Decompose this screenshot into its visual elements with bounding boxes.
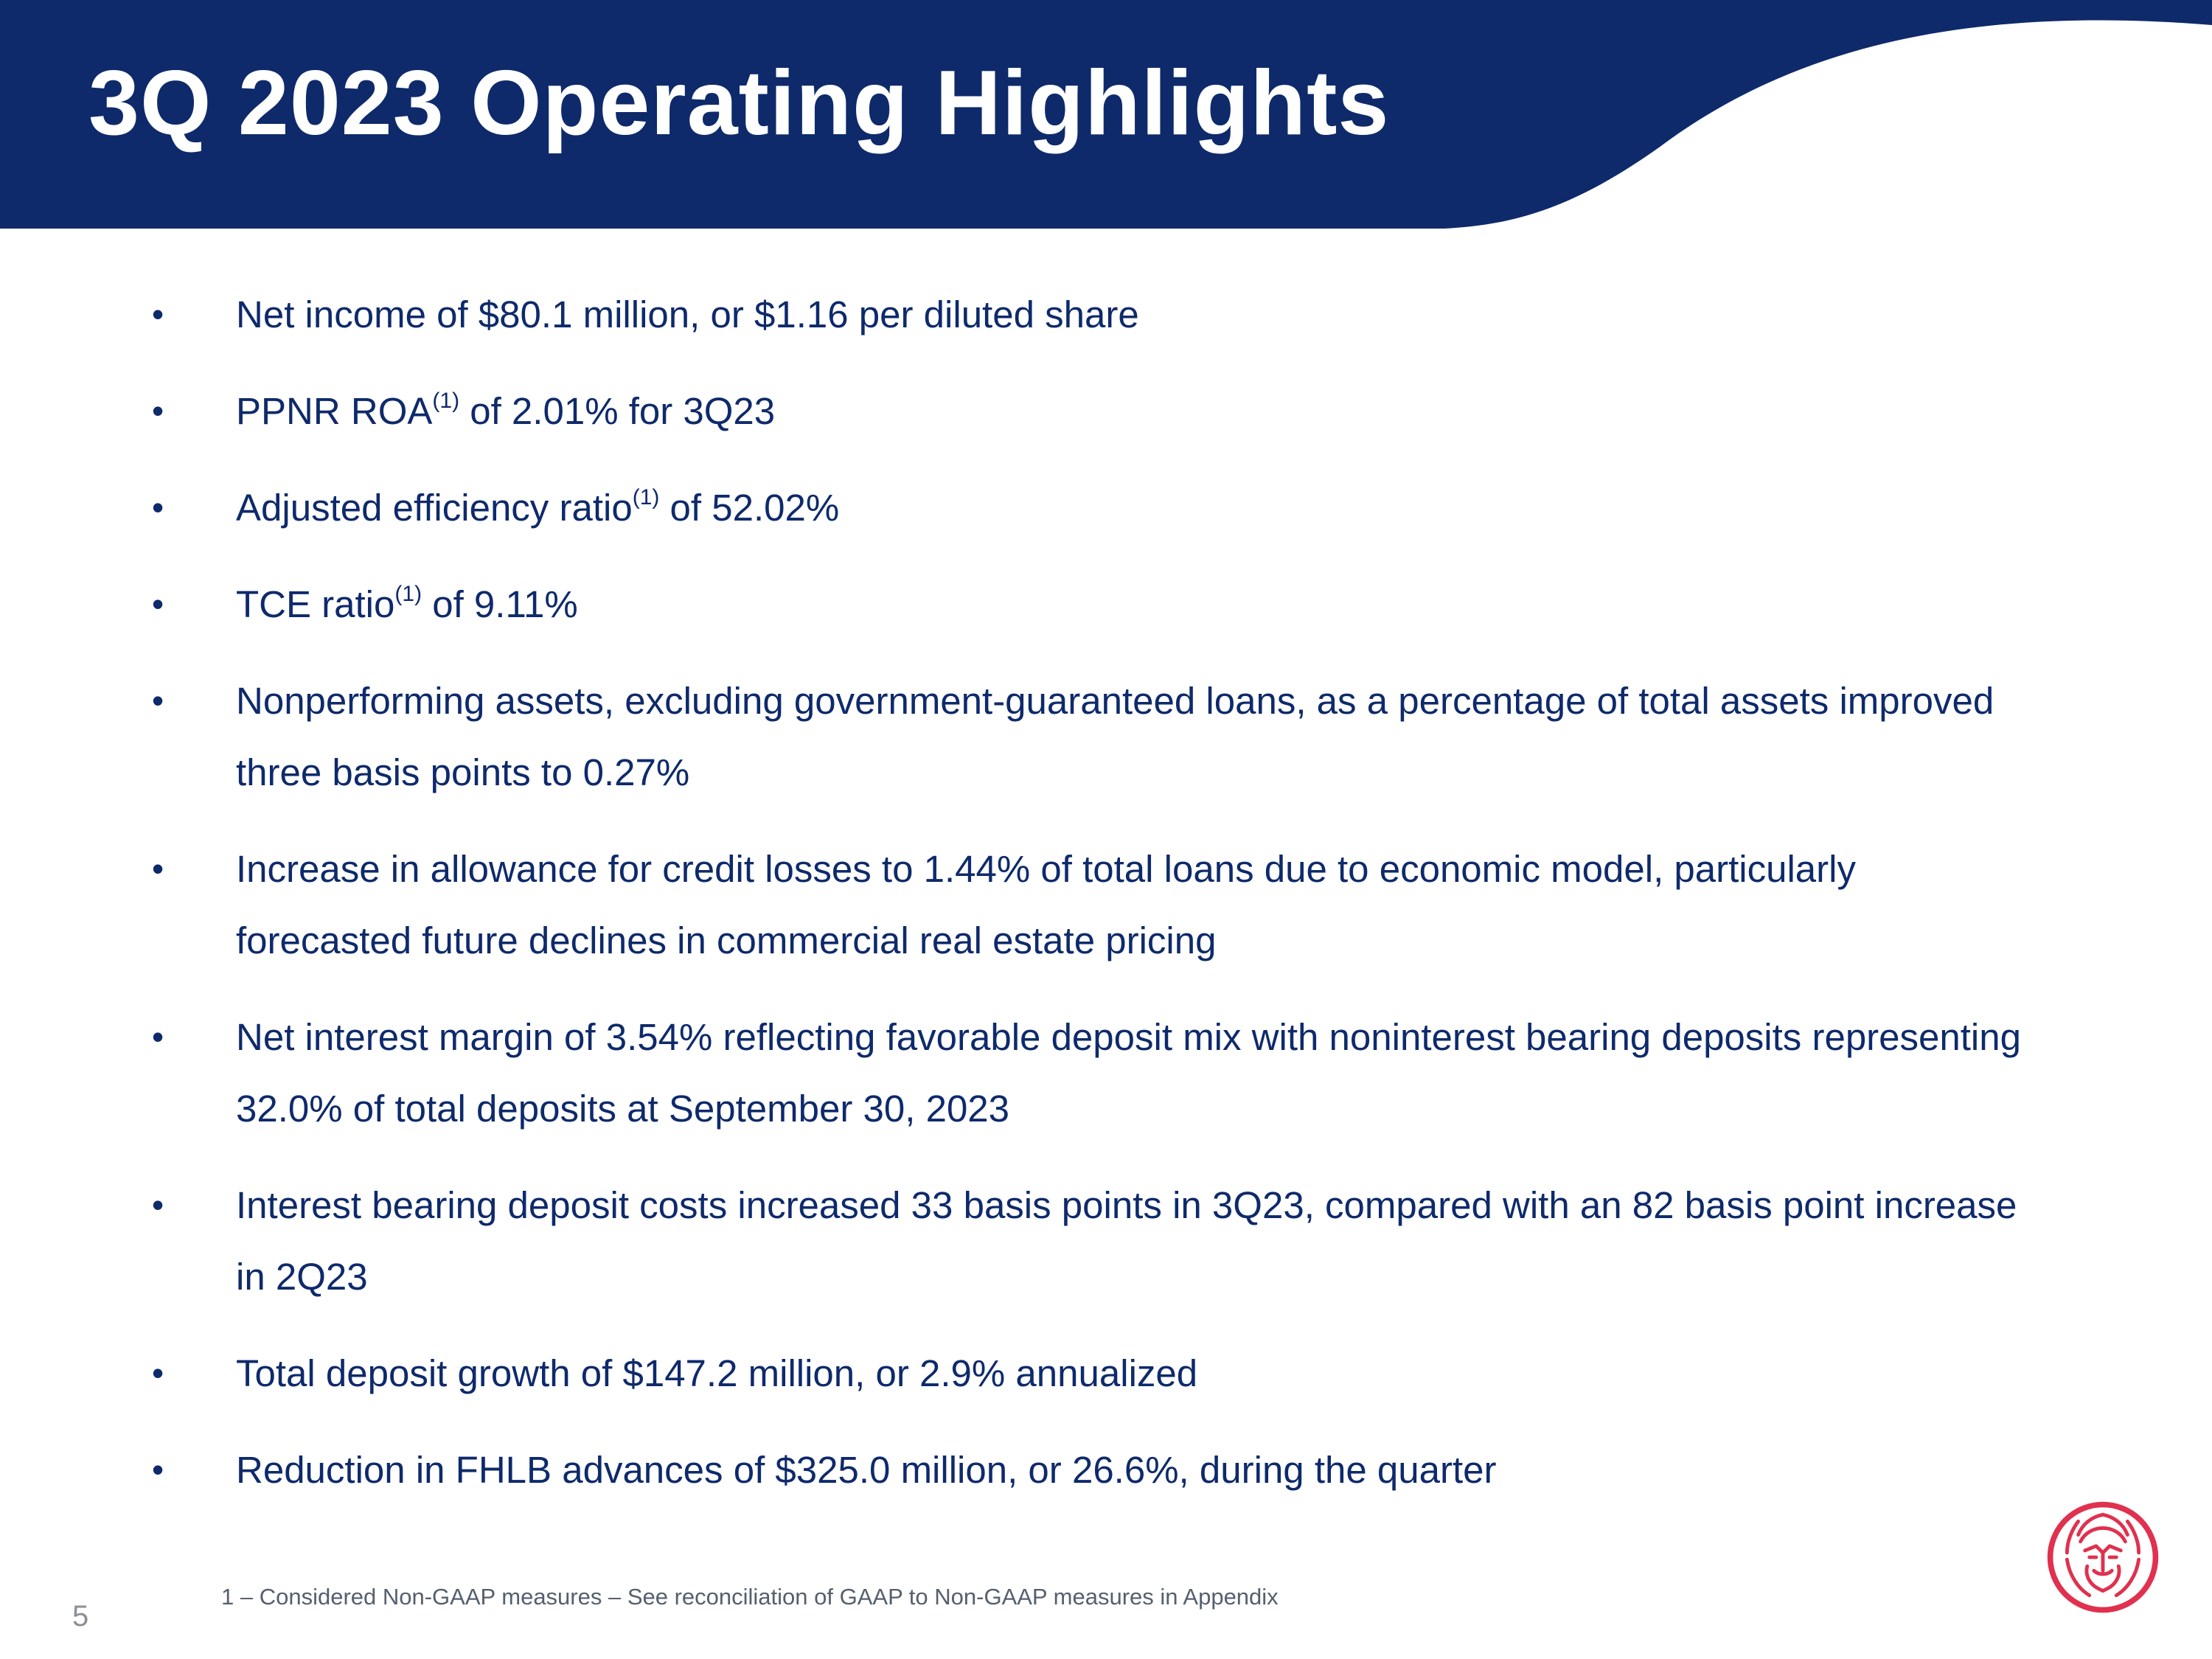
page-number: 5 — [72, 1600, 89, 1632]
list-item: • PPNR ROA(1) of 2.01% for 3Q23 — [152, 375, 2039, 447]
bullet-text: Reduction in FHLB advances of $325.0 mil… — [236, 1449, 1497, 1491]
footnote-marker: (1) — [632, 485, 660, 509]
list-item: • Total deposit growth of $147.2 million… — [152, 1338, 2039, 1409]
bullet-text: of 52.02% — [659, 487, 840, 529]
bullet-icon: • — [152, 1186, 164, 1224]
bullet-text: PPNR ROA — [236, 390, 433, 432]
bullet-icon: • — [152, 585, 164, 623]
list-item: • Net interest margin of 3.54% reflectin… — [152, 1001, 2039, 1144]
bullet-text: TCE ratio — [236, 583, 395, 625]
header-band-shape — [0, 0, 2212, 229]
bullet-text: Adjusted efficiency ratio — [236, 487, 633, 529]
bullet-icon: • — [152, 295, 164, 333]
list-item: • Increase in allowance for credit losse… — [152, 833, 2039, 976]
bullet-text: Increase in allowance for credit losses … — [236, 848, 1856, 961]
list-item: • Nonperforming assets, excluding govern… — [152, 665, 2039, 808]
footnote-marker: (1) — [394, 582, 422, 606]
bullet-icon: • — [152, 392, 164, 430]
bullet-text: Net income of $80.1 million, or $1.16 pe… — [236, 293, 1139, 335]
bullet-icon: • — [152, 488, 164, 526]
bullet-text: Total deposit growth of $147.2 million, … — [236, 1352, 1198, 1394]
bullet-icon: • — [152, 681, 164, 720]
bullet-icon: • — [152, 1450, 164, 1489]
list-item: • Net income of $80.1 million, or $1.16 … — [152, 279, 2039, 350]
footnote: 1 – Considered Non-GAAP measures – See r… — [221, 1584, 1279, 1610]
bullet-text: Nonperforming assets, excluding governme… — [236, 680, 1994, 793]
highlights-list: • Net income of $80.1 million, or $1.16 … — [152, 279, 2039, 1531]
bullet-text: Net interest margin of 3.54% reflecting … — [236, 1016, 2021, 1130]
list-item: • TCE ratio(1) of 9.11% — [152, 568, 2039, 640]
bullet-text: of 2.01% for 3Q23 — [459, 390, 776, 432]
bullet-text: of 9.11% — [422, 583, 578, 625]
bullet-text: Interest bearing deposit costs increased… — [236, 1184, 2017, 1298]
list-item: • Reduction in FHLB advances of $325.0 m… — [152, 1434, 2039, 1506]
footnote-marker: (1) — [432, 389, 460, 413]
list-item: • Adjusted efficiency ratio(1) of 52.02% — [152, 472, 2039, 543]
bullet-icon: • — [152, 849, 164, 888]
bullet-icon: • — [152, 1018, 164, 1056]
page-title: 3Q 2023 Operating Highlights — [88, 52, 1390, 154]
bullet-icon: • — [152, 1354, 164, 1392]
list-item: • Interest bearing deposit costs increas… — [152, 1169, 2039, 1312]
header-band — [0, 0, 2212, 229]
lion-head-logo-icon — [2047, 1501, 2159, 1613]
